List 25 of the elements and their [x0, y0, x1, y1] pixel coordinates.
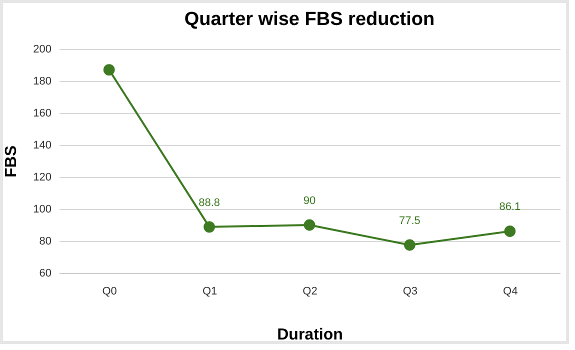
chart-title: Quarter wise FBS reduction	[184, 9, 435, 30]
data-label: 88.8	[198, 196, 220, 209]
y-tick-label: 140	[33, 140, 52, 152]
point	[204, 221, 215, 233]
y-tick-label: 200	[33, 44, 52, 56]
point	[103, 64, 115, 76]
y-tick-label: 80	[39, 236, 52, 248]
point	[304, 219, 316, 231]
y-tick-label: 120	[33, 172, 52, 184]
y-axis-title: FBS	[3, 145, 20, 178]
x-axis-title: Duration	[277, 326, 343, 344]
y-tick-label: 100	[33, 204, 52, 216]
x-tick-label: Q0	[102, 286, 117, 298]
data-label: 86.1	[499, 201, 521, 214]
y-tick-label: 180	[33, 76, 52, 88]
x-tick-label: Q4	[503, 286, 518, 298]
y-tick-label: 60	[39, 268, 52, 280]
x-tick-label: Q3	[402, 286, 418, 298]
point	[504, 226, 516, 237]
data-label: 77.5	[398, 215, 420, 227]
x-tick-label: Q2	[302, 286, 318, 298]
data-label: 90	[303, 195, 316, 207]
y-tick-label: 160	[33, 108, 52, 120]
x-tick-label: Q1	[202, 286, 218, 298]
point	[404, 239, 416, 251]
